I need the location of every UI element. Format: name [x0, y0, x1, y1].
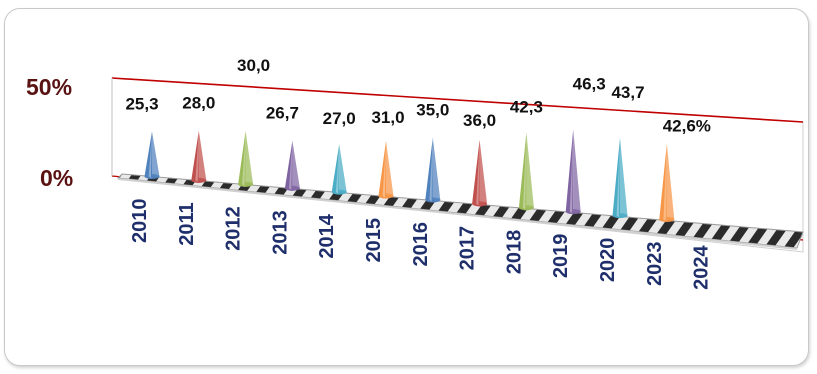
gridline-50 [111, 77, 804, 123]
data-label: 35,0 [416, 101, 449, 120]
x-tick-label: 2014 [316, 213, 338, 258]
data-label: 27,0 [323, 109, 356, 128]
floor-front-edge [118, 178, 797, 250]
x-tick-labels: 2010 2011 2012 2013 2014 2015 2016 2017 2018 2019… [129, 199, 713, 290]
cone-bar [472, 139, 488, 207]
cone-series [144, 129, 675, 223]
data-label: 25,3 [125, 94, 158, 113]
cone-bar [284, 140, 300, 191]
data-label: 30,0 [237, 56, 270, 75]
data-label: 42,3 [510, 97, 543, 116]
ytick-label-50: 50% [26, 74, 72, 100]
cone-bar [191, 130, 207, 184]
data-labels: 25,3 28,0 30,0 26,7 27,0 31,0 35,0 36,0 42,3 46,3… [125, 56, 710, 136]
data-label: 42,6% [663, 117, 711, 136]
cone-bar [331, 144, 347, 195]
x-tick-label: 2018 [503, 230, 525, 275]
x-tick-label: 2016 [410, 222, 432, 266]
x-tick-label: 2015 [363, 218, 385, 263]
data-label: 36,0 [463, 111, 496, 130]
cone-bar [659, 143, 675, 223]
ytick-label-0: 0% [40, 165, 73, 191]
x-tick-label: 2011 [176, 202, 198, 245]
x-tick-label: 2010 [129, 199, 151, 244]
x-tick-label: 2017 [457, 226, 479, 271]
data-label: 43,7 [611, 83, 644, 102]
data-label: 46,3 [573, 74, 606, 93]
cone-bar [144, 131, 160, 180]
data-label: 31,0 [371, 108, 404, 127]
x-tick-label: 2013 [269, 210, 291, 255]
cone-bar [378, 140, 394, 199]
cone-bar [425, 137, 441, 203]
x-tick-label: 2020 [597, 238, 619, 283]
x-tick-label: 2019 [550, 234, 572, 279]
cone-bar [565, 129, 581, 215]
cone-bar [518, 132, 534, 211]
cone-bar [612, 137, 628, 219]
data-label: 26,7 [266, 104, 299, 123]
cone-bar [238, 130, 254, 187]
data-label: 28,0 [182, 94, 215, 113]
x-tick-label: 2024 [691, 245, 713, 290]
x-tick-label: 2012 [223, 206, 245, 251]
x-tick-label: 2023 [644, 241, 666, 285]
